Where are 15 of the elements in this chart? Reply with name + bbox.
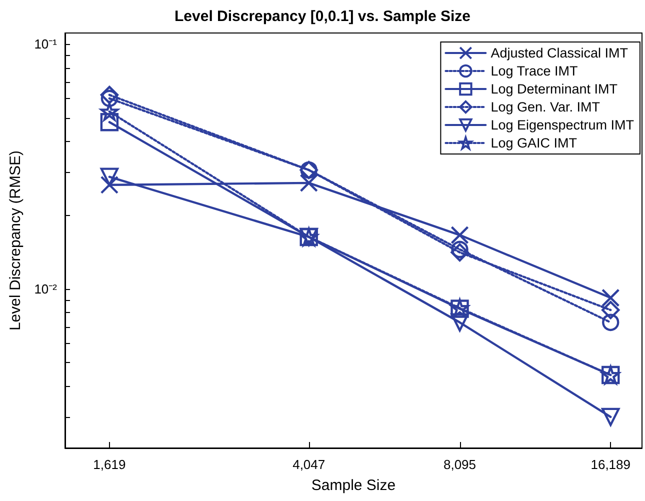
y-axis-title: Level Discrepancy (RMSE) xyxy=(7,150,24,331)
y-tick-label: 10⁻¹ xyxy=(34,36,58,52)
x-tick-label: 8,095 xyxy=(443,457,476,472)
legend-label: Log Trace IMT xyxy=(490,64,578,78)
x-axis-title: Sample Size xyxy=(311,477,396,494)
x-tick-label: 16,189 xyxy=(590,457,630,472)
x-tick-label: 1,619 xyxy=(93,457,126,472)
legend-label: Adjusted Classical IMT xyxy=(490,46,628,60)
legend-label: Log Determinant IMT xyxy=(490,82,618,96)
legend-label: Log GAIC IMT xyxy=(490,136,577,150)
legend-label: Log Eigenspectrum IMT xyxy=(490,118,634,132)
x-tick-label: 4,047 xyxy=(292,457,326,472)
y-tick-label: 10⁻² xyxy=(34,281,58,296)
legend-label: Log Gen. Var. IMT xyxy=(490,100,600,114)
chart-title: Level Discrepancy [0,0.1] vs. Sample Size xyxy=(174,8,470,25)
